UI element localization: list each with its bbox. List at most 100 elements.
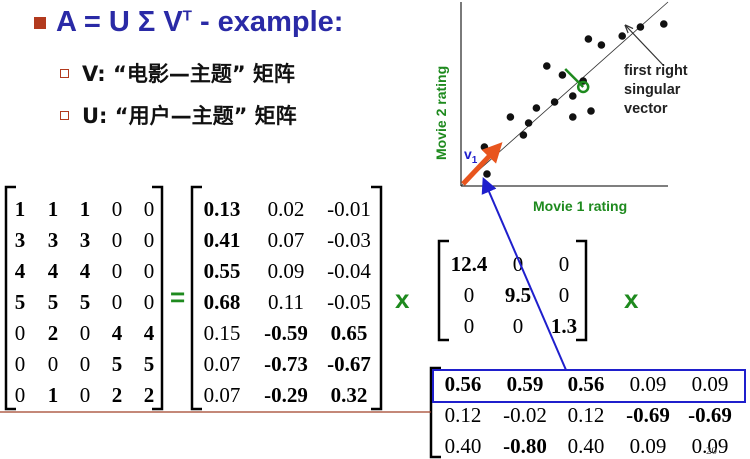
matrix-a-cell: 5 — [47, 290, 59, 314]
matrix-vt-cell: 0.59 — [506, 372, 544, 396]
bracket-u-right — [371, 185, 383, 411]
matrix-sigma-cell: 0 — [558, 252, 570, 276]
matrix-u-cell: -0.01 — [327, 197, 371, 221]
matrix-u-cell: 0.41 — [203, 228, 241, 252]
matrix-a-cell: 0 — [79, 383, 91, 407]
page-number: 20 — [706, 445, 717, 457]
equals-sign: = — [170, 282, 186, 312]
matrix-u-cell: -0.03 — [327, 228, 371, 252]
data-point — [558, 71, 567, 79]
matrix-vt-cell: -0.69 — [626, 403, 670, 427]
data-point — [569, 92, 577, 100]
matrix-vt-cell: 0.56 — [567, 372, 605, 396]
matrix-sigma-cell: 0 — [512, 252, 524, 276]
matrix-u-cell: -0.04 — [327, 259, 371, 283]
vt-row-highlight — [432, 369, 746, 403]
data-point — [550, 98, 559, 106]
matrix-a-cell: 5 — [14, 290, 26, 314]
bullet-icon — [60, 111, 69, 120]
matrix-a-cell: 4 — [79, 259, 91, 283]
vector-label-text: v — [464, 146, 472, 162]
matrix-vt-cell: -0.80 — [503, 434, 547, 458]
matrix-sigma-cell: 12.4 — [450, 252, 488, 276]
matrix-vt-cell: 0.40 — [567, 434, 605, 458]
title-main: A = U Σ V — [56, 6, 183, 38]
matrix-a-cell: 5 — [79, 290, 91, 314]
matrix-a-cell: 4 — [47, 259, 59, 283]
matrix-a-cell: 0 — [143, 259, 155, 283]
matrix-u-cell: -0.59 — [264, 321, 308, 345]
annotation-line-3: vector — [624, 101, 668, 117]
data-point — [636, 23, 645, 31]
vt-to-v1-arrow — [481, 177, 567, 371]
matrix-sigma-cell: 1.3 — [550, 314, 578, 338]
matrix-vt-cell: 0.09 — [691, 372, 729, 396]
matrix-u-cell: 0.13 — [203, 197, 241, 221]
matrix-a-cell: 0 — [111, 197, 123, 221]
v1-vector — [461, 142, 503, 186]
data-point — [519, 131, 528, 139]
data-point — [569, 113, 577, 121]
matrix-vt-cell: 0.09 — [629, 372, 667, 396]
matrix-vt-cell: -0.02 — [503, 403, 547, 427]
singular-vector-annotation: first right singular vector — [624, 62, 688, 119]
matrix-sigma-cell: 0 — [463, 283, 475, 307]
mean-point — [576, 80, 590, 94]
data-point — [618, 32, 626, 40]
matrix-u-cell: 0.15 — [203, 321, 241, 345]
matrix-u-cell: -0.67 — [327, 352, 371, 376]
y-axis-label: Movie 2 rating — [433, 65, 449, 160]
matrix-vt-cell: 0.09 — [691, 434, 729, 458]
matrix-a-cell: 0 — [79, 321, 91, 345]
matrix-a-cell: 2 — [143, 383, 155, 407]
matrix-u-cell: 0.65 — [330, 321, 368, 345]
matrix-a-cell: 3 — [47, 228, 59, 252]
matrix-a-cell: 0 — [14, 321, 26, 345]
bullet-icon — [60, 69, 69, 78]
matrix-a-cell: 4 — [111, 321, 123, 345]
data-point — [524, 119, 533, 127]
matrix-a-cell: 0 — [111, 228, 123, 252]
matrix-a-cell: 1 — [79, 197, 91, 221]
matrix-u-cell: 0.11 — [268, 290, 304, 314]
slide-title: A = U Σ VT - example: — [34, 6, 343, 39]
title-bullet-icon — [34, 17, 46, 29]
data-point — [506, 113, 515, 121]
vector-label: v1 — [464, 146, 477, 166]
matrix-a-cell: 3 — [14, 228, 26, 252]
annotation-arrow — [626, 26, 665, 67]
matrix-vt-cell: 0.12 — [444, 403, 482, 427]
matrix-a-cell: 0 — [79, 352, 91, 376]
matrix-a-cell: 3 — [79, 228, 91, 252]
matrix-u-cell: 0.07 — [203, 352, 241, 376]
matrix-vt-cell: 0.56 — [444, 372, 482, 396]
matrix-u-cell: -0.73 — [264, 352, 308, 376]
matrix-sigma-cell: 9.5 — [504, 283, 532, 307]
matrix-u-cell: 0.68 — [203, 290, 241, 314]
matrix-a-cell: 0 — [143, 290, 155, 314]
matrix-a-cell: 0 — [111, 259, 123, 283]
matrix-a-cell: 0 — [47, 352, 59, 376]
data-point — [597, 41, 606, 49]
matrix-vt-cell: 0.12 — [567, 403, 605, 427]
data-point — [660, 20, 668, 28]
matrix-u-cell: 0.55 — [203, 259, 241, 283]
annotation-line-1: first right — [624, 63, 688, 79]
x-axis-label: Movie 1 rating — [533, 198, 628, 214]
vector-label-subscript: 1 — [471, 154, 478, 166]
data-point — [543, 62, 551, 70]
title-suffix: - example: — [191, 6, 344, 38]
bracket-sigma-left — [437, 239, 449, 342]
matrix-vt-cell: 0.40 — [444, 434, 482, 458]
matrix-a-cell: 4 — [14, 259, 26, 283]
matrix-a-cell: 0 — [143, 228, 155, 252]
bracket-sigma-right — [576, 239, 588, 342]
matrix-u-cell: 0.02 — [267, 197, 305, 221]
annotation-line-2: singular — [624, 82, 681, 98]
data-point — [532, 104, 541, 112]
matrix-vt-cell: 0.09 — [629, 434, 667, 458]
bullet-u: U: “用户—主题” 矩阵 — [82, 104, 297, 128]
data-point — [587, 107, 595, 115]
